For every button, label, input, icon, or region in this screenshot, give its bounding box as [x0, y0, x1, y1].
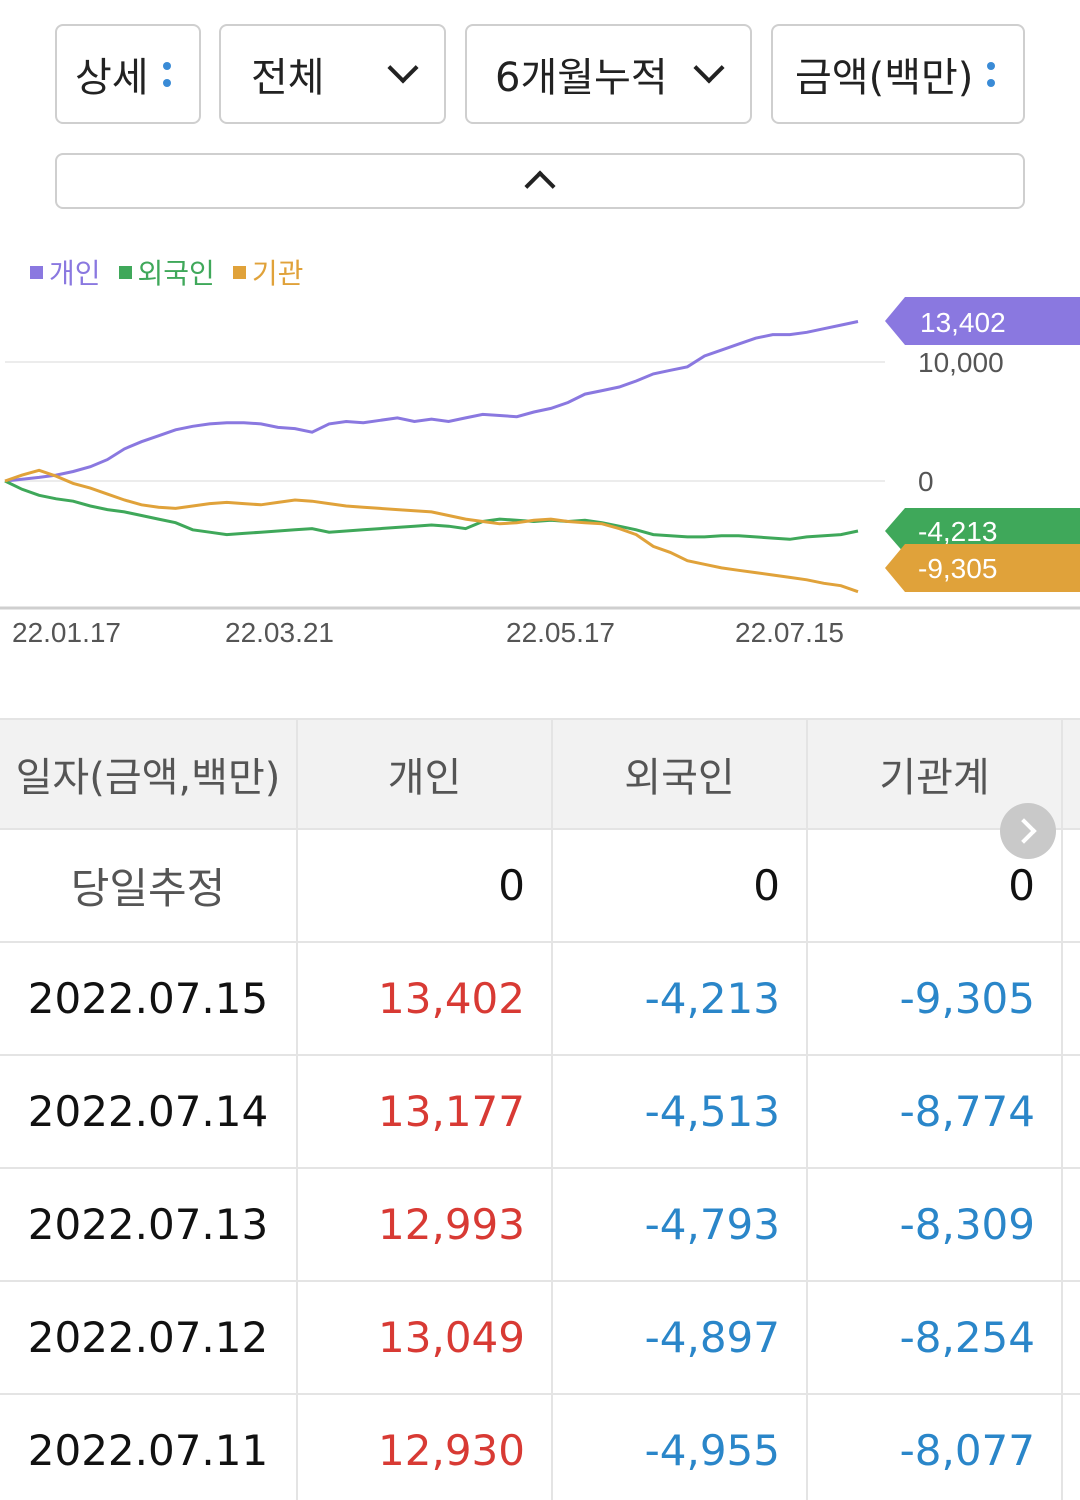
scope-select[interactable]: 전체 — [219, 24, 446, 124]
row-overflow — [1063, 943, 1080, 1054]
table-row: 당일추정 0 0 0 — [0, 830, 1080, 943]
table-row: 2022.07.14 13,177 -4,513 -8,774 — [0, 1056, 1080, 1169]
row-institution: -8,309 — [808, 1169, 1063, 1280]
row-overflow — [1063, 830, 1080, 941]
row-foreign: 0 — [553, 830, 808, 941]
investor-flow-chart: 10,000 0 22.01.17 22.03.21 22.05.17 22.0… — [0, 297, 1080, 648]
filter-bar: 상세 전체 6개월누적 금액(백만) — [55, 24, 1025, 124]
x-tick-label-1: 22.01.17 — [12, 617, 121, 648]
last-value-institution: -9,305 — [918, 553, 997, 584]
header-institution: 기관계 — [808, 720, 1063, 828]
more-vertical-icon — [162, 61, 171, 87]
last-value-tag-individual: 13,402 — [885, 297, 1080, 345]
chevron-up-icon — [524, 170, 556, 202]
legend-item-individual: 개인 — [30, 252, 101, 292]
row-date: 당일추정 — [0, 830, 298, 941]
last-value-individual: 13,402 — [920, 307, 1006, 338]
series-line-institution — [4, 468, 859, 594]
last-value-tag-bg-foreign — [885, 508, 1080, 554]
detail-menu-label: 상세 — [75, 55, 149, 101]
last-value-tag-bg-individual — [885, 297, 1080, 345]
period-select[interactable]: 6개월누적 — [465, 24, 752, 124]
header-foreign: 외국인 — [553, 720, 808, 828]
row-foreign: -4,793 — [553, 1169, 808, 1280]
row-institution: 0 — [808, 830, 1063, 941]
series-line-individual — [4, 320, 859, 483]
row-date: 2022.07.13 — [0, 1169, 298, 1280]
row-overflow — [1063, 1056, 1080, 1167]
row-foreign: -4,897 — [553, 1282, 808, 1393]
scope-select-label: 전체 — [251, 55, 325, 101]
chart-legend: 개인 외국인 기관 — [30, 252, 303, 292]
legend-swatch-foreign — [118, 265, 132, 279]
header-individual: 개인 — [298, 720, 553, 828]
row-individual: 13,402 — [298, 943, 553, 1054]
more-vertical-icon — [987, 61, 996, 87]
row-individual: 13,049 — [298, 1282, 553, 1393]
unit-menu-label: 금액(백만) — [795, 55, 974, 101]
unit-menu-button[interactable]: 금액(백만) — [771, 24, 1025, 124]
chevron-down-icon — [387, 52, 419, 84]
legend-item-foreign: 외국인 — [118, 252, 215, 292]
scroll-columns-right-button[interactable] — [1000, 803, 1056, 859]
row-foreign: -4,513 — [553, 1056, 808, 1167]
x-tick-label-4: 22.07.15 — [735, 617, 844, 648]
chevron-right-icon — [1011, 818, 1037, 844]
row-institution: -8,077 — [808, 1395, 1063, 1500]
row-overflow — [1063, 1282, 1080, 1393]
row-foreign: -4,213 — [553, 943, 808, 1054]
legend-label-institution: 기관 — [251, 257, 304, 290]
y-tick-label-10000: 10,000 — [918, 347, 1004, 378]
x-tick-label-3: 22.05.17 — [506, 617, 615, 648]
header-overflow — [1063, 720, 1080, 828]
row-institution: -8,254 — [808, 1282, 1063, 1393]
legend-swatch-institution — [232, 265, 246, 279]
row-individual: 0 — [298, 830, 553, 941]
row-individual: 12,993 — [298, 1169, 553, 1280]
row-institution: -9,305 — [808, 943, 1063, 1054]
row-individual: 12,930 — [298, 1395, 553, 1500]
last-value-foreign: -4,213 — [918, 516, 997, 547]
collapse-chart-button[interactable] — [55, 153, 1025, 209]
x-tick-label-2: 22.03.21 — [225, 617, 334, 648]
row-institution: -8,774 — [808, 1056, 1063, 1167]
legend-label-individual: 개인 — [49, 257, 101, 290]
row-individual: 13,177 — [298, 1056, 553, 1167]
last-value-tag-foreign: -4,213 — [885, 508, 1080, 554]
row-date: 2022.07.15 — [0, 943, 298, 1054]
table-header-row: 일자(금액,백만) 개인 외국인 기관계 — [0, 718, 1080, 830]
table-row: 2022.07.15 13,402 -4,213 -9,305 — [0, 943, 1080, 1056]
row-date: 2022.07.11 — [0, 1395, 298, 1500]
row-overflow — [1063, 1169, 1080, 1280]
table-row: 2022.07.11 12,930 -4,955 -8,077 — [0, 1395, 1080, 1500]
row-date: 2022.07.14 — [0, 1056, 298, 1167]
legend-label-foreign: 외국인 — [137, 257, 215, 290]
row-overflow — [1063, 1395, 1080, 1500]
header-date: 일자(금액,백만) — [0, 720, 298, 828]
chevron-down-icon — [693, 52, 725, 84]
detail-menu-button[interactable]: 상세 — [55, 24, 201, 124]
row-date: 2022.07.12 — [0, 1282, 298, 1393]
legend-item-institution: 기관 — [232, 252, 304, 292]
y-tick-label-0: 0 — [918, 466, 934, 497]
row-foreign: -4,955 — [553, 1395, 808, 1500]
last-value-tag-institution: -9,305 — [885, 544, 1080, 592]
table-row: 2022.07.13 12,993 -4,793 -8,309 — [0, 1169, 1080, 1282]
legend-swatch-individual — [30, 265, 43, 279]
period-select-label: 6개월누적 — [495, 55, 668, 101]
last-value-tag-bg-institution — [885, 544, 1080, 592]
series-line-foreign — [4, 479, 859, 541]
table-row: 2022.07.12 13,049 -4,897 -8,254 — [0, 1282, 1080, 1395]
investor-flow-table: 일자(금액,백만) 개인 외국인 기관계 당일추정 0 0 0 2022.07.… — [0, 718, 1080, 1500]
